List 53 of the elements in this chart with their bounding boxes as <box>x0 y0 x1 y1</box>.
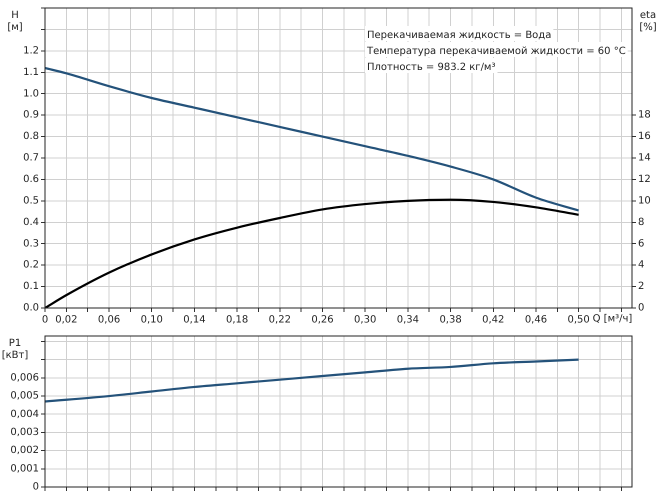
x-tick-label: 0,14 <box>183 314 206 326</box>
x-tick-label: 0,22 <box>268 314 291 326</box>
y-tick-label: 0,005 <box>10 390 39 402</box>
x-tick-label: 0,46 <box>524 314 548 326</box>
y2-tick-label: 8 <box>638 216 644 228</box>
x-tick-label: 0,02 <box>55 314 78 326</box>
y2-tick-label: 14 <box>638 152 651 164</box>
y-tick-label: 0.0 <box>23 302 39 314</box>
y-tick-label: 1.0 <box>23 88 39 100</box>
y-tick-label: 1.2 <box>23 45 39 56</box>
x-tick-label: 0,18 <box>226 314 248 326</box>
y2-tick-label: 4 <box>638 260 644 271</box>
y2-tick-label: 18 <box>638 110 651 121</box>
x-tick-label: 0,38 <box>439 314 462 326</box>
y2-tick-label: 12 <box>638 174 651 186</box>
y2-tick-label: 16 <box>638 131 651 142</box>
y-tick-label: 0,001 <box>10 463 39 474</box>
x-tick-label: 0,42 <box>482 314 504 326</box>
y-tick-label: 0,003 <box>10 427 39 438</box>
y-tick-label: 0.5 <box>23 195 39 206</box>
y-tick-label: 0.3 <box>23 238 39 250</box>
annotation: Температура перекачиваемой жидкости = 60 °C <box>366 46 626 57</box>
y-tick-label: 0.8 <box>23 131 39 142</box>
y-tick-label: 0 <box>32 482 39 493</box>
x-tick-label: 0 <box>42 314 48 326</box>
y-axis-title: P1 [кВт] <box>2 338 28 361</box>
y-tick-label: 0.1 <box>23 281 39 292</box>
y2-axis-title: eta [%] <box>639 10 657 33</box>
y-tick-label: 0.6 <box>23 174 39 186</box>
y-axis-title: H [м] <box>7 10 23 33</box>
annotation: Плотность = 983.2 кг/м³ <box>367 62 496 73</box>
line-series <box>45 198 580 308</box>
y2-tick-label: 2 <box>638 281 644 292</box>
y2-tick-label: 10 <box>638 195 651 206</box>
y-tick-label: 0.9 <box>23 110 39 121</box>
x-tick-label: 0,30 <box>354 314 376 326</box>
y-tick-label: 1.1 <box>23 66 39 78</box>
y-tick-label: 0.2 <box>23 260 39 271</box>
y-tick-label: 0.7 <box>23 152 39 164</box>
x-tick-label: 0,50 <box>568 314 590 326</box>
x-tick-label: 0,10 <box>140 314 163 326</box>
y-tick-label: 0,002 <box>10 445 39 456</box>
y-tick-label: 0.4 <box>23 216 39 228</box>
line-series <box>45 358 580 403</box>
x-tick-label: 0,06 <box>98 314 120 326</box>
y-tick-label: 0,006 <box>10 372 39 384</box>
x-axis-title: Q [м³/ч] <box>592 314 632 325</box>
y-tick-label: 0,004 <box>10 408 39 420</box>
y2-tick-label: 0 <box>638 302 644 314</box>
x-tick-label: 0,26 <box>311 314 334 326</box>
x-tick-label: 0,34 <box>396 314 420 326</box>
y2-tick-label: 6 <box>638 238 644 250</box>
annotation: Перекачиваемая жидкость = Вода <box>367 30 552 41</box>
